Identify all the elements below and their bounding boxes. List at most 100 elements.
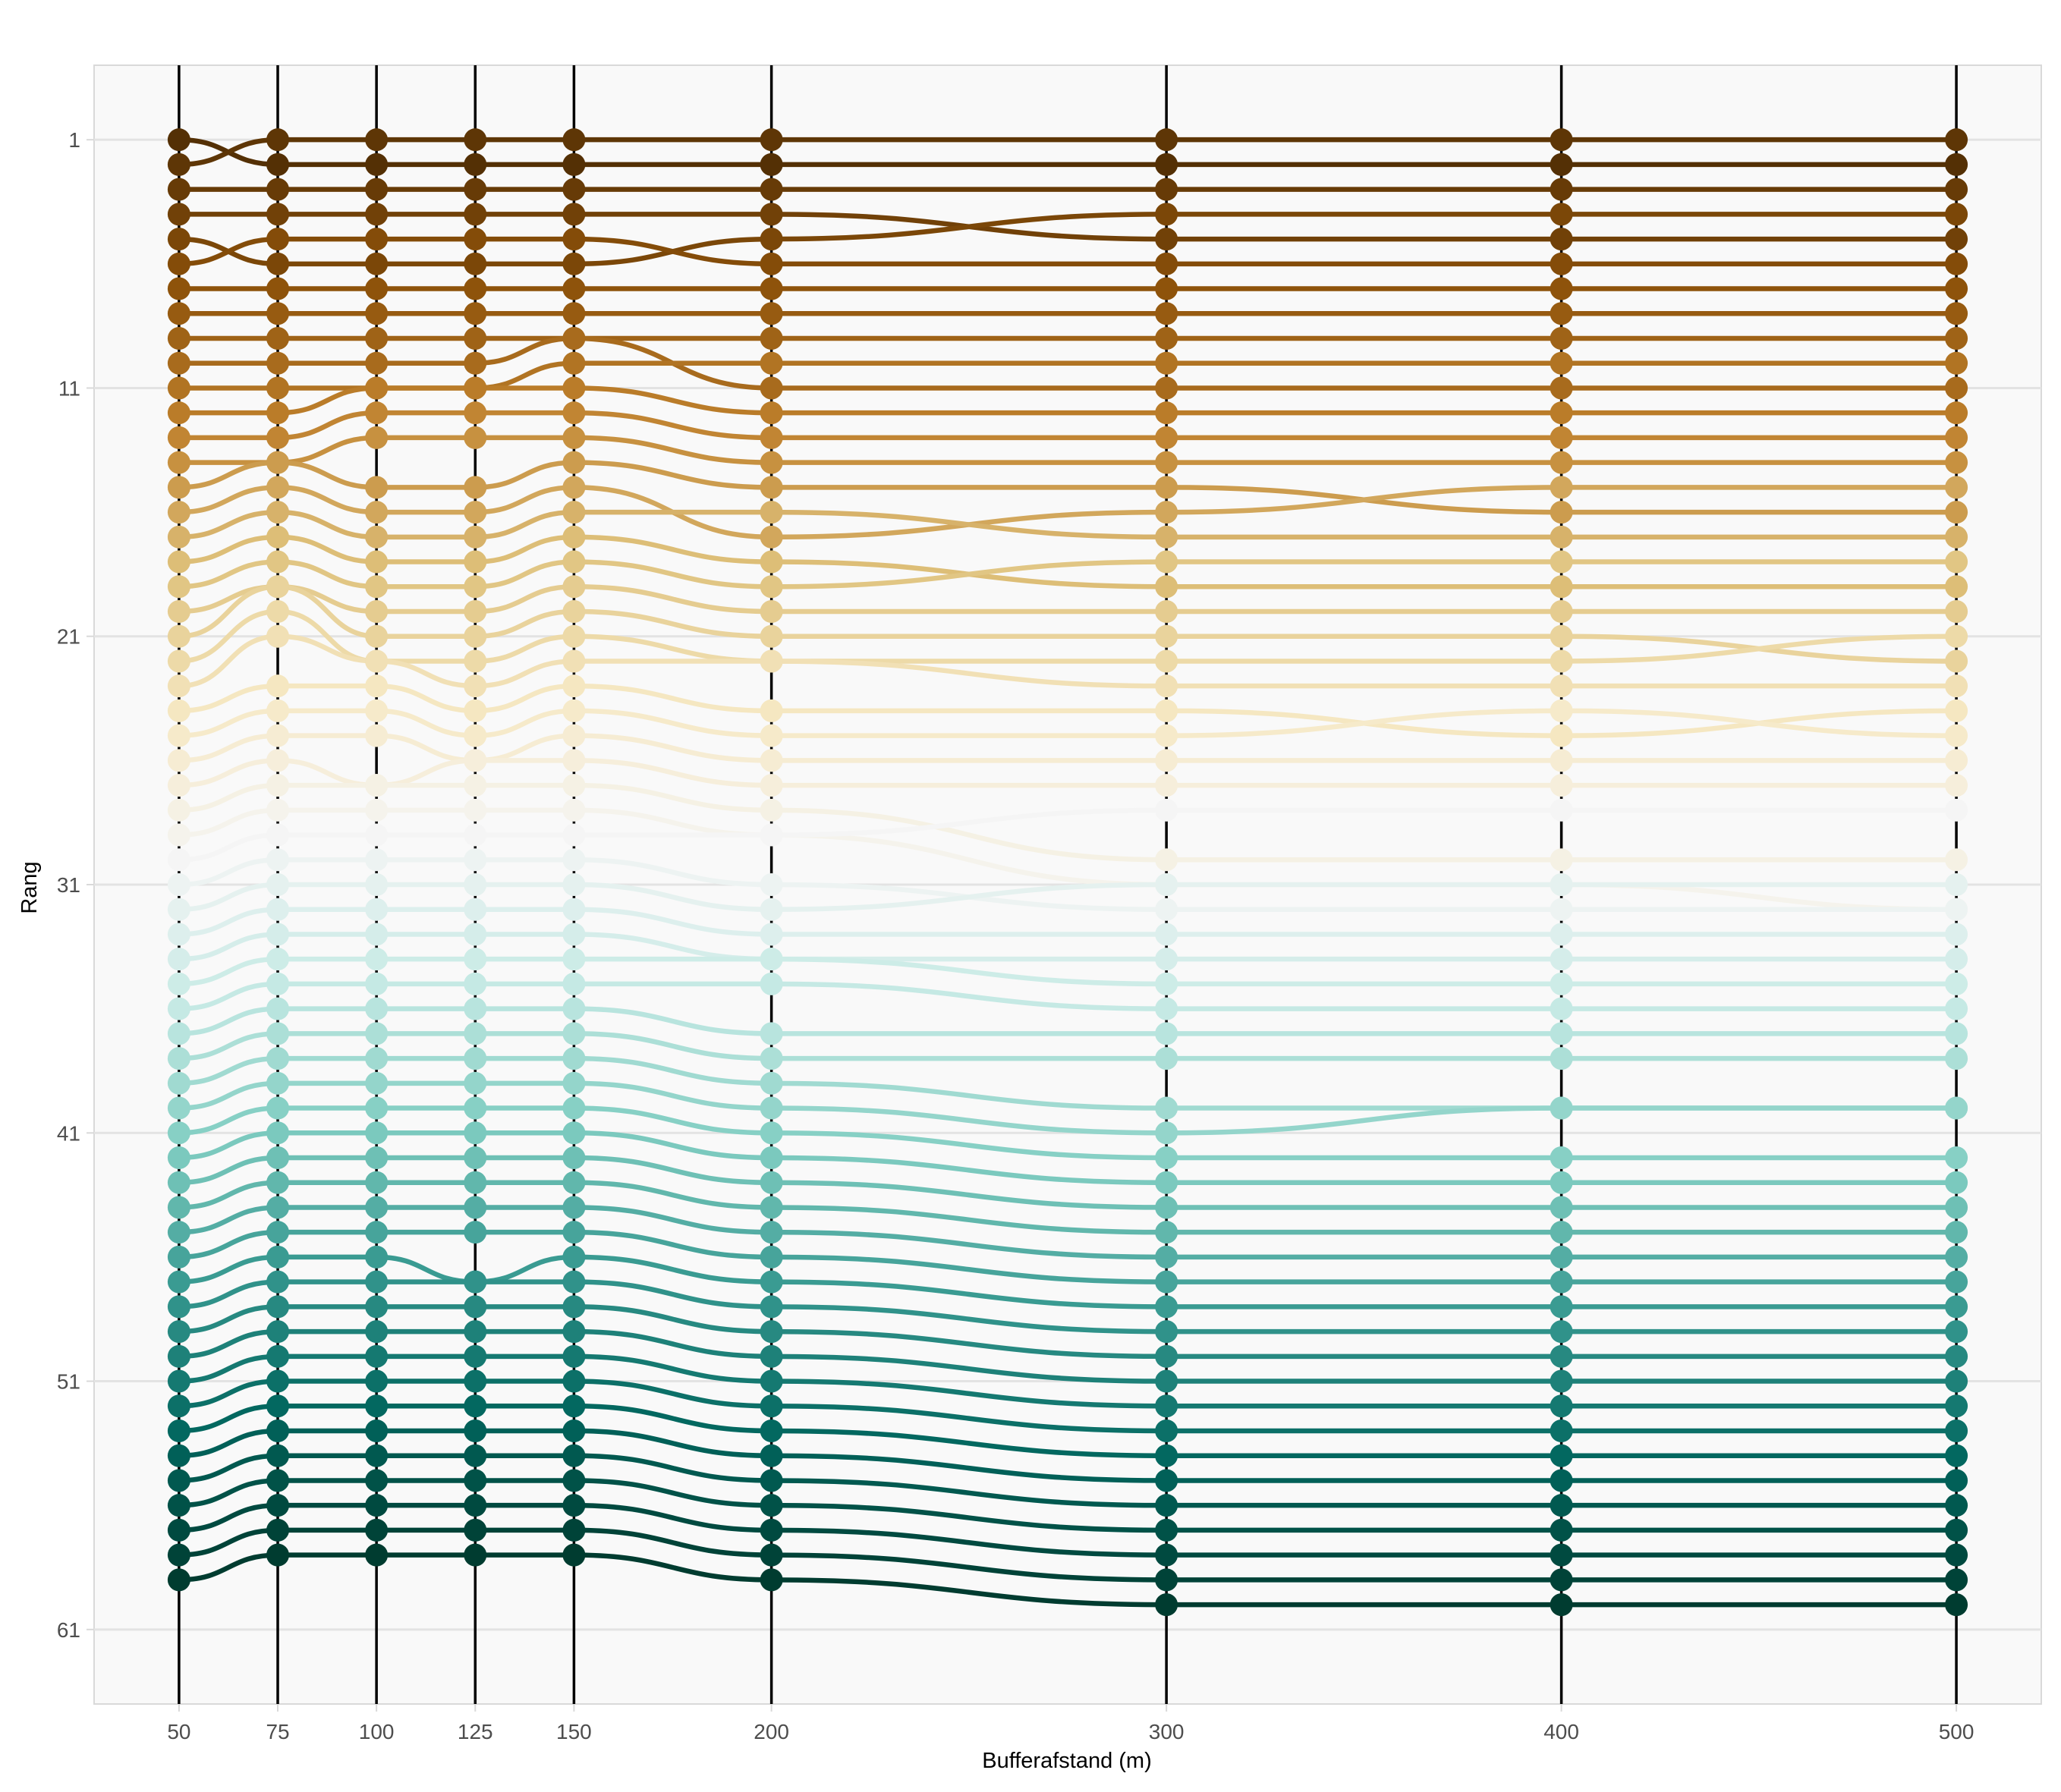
data-point	[167, 178, 190, 201]
data-point	[167, 1096, 190, 1120]
data-point	[266, 1394, 290, 1418]
data-point	[1155, 178, 1178, 201]
data-point	[266, 376, 290, 400]
data-point	[1945, 426, 1968, 449]
data-point	[1945, 376, 1968, 400]
data-point	[1155, 476, 1178, 499]
data-point	[1945, 203, 1968, 226]
data-point	[266, 1320, 290, 1344]
data-point	[1945, 674, 1968, 698]
data-point	[760, 972, 783, 995]
data-point	[1155, 724, 1178, 747]
data-point	[760, 376, 783, 400]
data-point	[1945, 1593, 1968, 1617]
data-point	[760, 203, 783, 226]
data-point	[1155, 798, 1178, 822]
data-point	[266, 823, 290, 847]
x-axis-ticks: 50 75 100 125 150 200 300 400 500	[167, 1704, 1974, 1743]
data-point	[562, 1369, 586, 1393]
data-point	[365, 1096, 389, 1120]
y-tick-label: 31	[57, 873, 80, 897]
data-point	[760, 1121, 783, 1145]
data-point	[1945, 1221, 1968, 1244]
data-point	[167, 1320, 190, 1344]
data-point	[562, 1543, 586, 1567]
data-point	[760, 1419, 783, 1442]
data-point	[266, 1196, 290, 1219]
data-point	[1155, 1568, 1178, 1592]
data-point	[365, 1022, 389, 1045]
data-point	[266, 1245, 290, 1269]
data-point	[1155, 1320, 1178, 1344]
data-point	[760, 1196, 783, 1219]
data-point	[1155, 575, 1178, 599]
data-point	[562, 798, 586, 822]
data-point	[167, 228, 190, 251]
data-point	[266, 1022, 290, 1045]
data-point	[266, 1344, 290, 1368]
data-point	[760, 1022, 783, 1045]
data-point	[266, 1047, 290, 1070]
data-point	[167, 649, 190, 673]
data-point	[266, 674, 290, 698]
data-point	[562, 501, 586, 524]
data-point	[562, 550, 586, 574]
data-point	[365, 923, 389, 946]
data-point	[1945, 327, 1968, 350]
data-point	[1945, 178, 1968, 201]
data-point	[167, 277, 190, 300]
data-point	[760, 1494, 783, 1517]
data-point	[1550, 152, 1573, 176]
data-point	[1550, 699, 1573, 722]
data-point	[167, 1568, 190, 1592]
data-point	[266, 873, 290, 896]
data-point	[266, 327, 290, 350]
data-point	[365, 1121, 389, 1145]
data-point	[266, 1518, 290, 1542]
data-point	[266, 1494, 290, 1517]
data-point	[1945, 699, 1968, 722]
data-point	[365, 1543, 389, 1567]
data-point	[760, 1146, 783, 1169]
data-point	[1550, 1022, 1573, 1045]
data-point	[1550, 302, 1573, 325]
data-point	[1155, 327, 1178, 350]
data-point	[365, 426, 389, 449]
data-point	[1155, 997, 1178, 1020]
data-point	[464, 1146, 487, 1169]
data-point	[464, 1444, 487, 1467]
data-point	[562, 1494, 586, 1517]
data-point	[167, 873, 190, 896]
data-point	[1550, 1469, 1573, 1492]
data-point	[1155, 1344, 1178, 1368]
data-point	[365, 1369, 389, 1393]
data-point	[167, 948, 190, 971]
data-point	[365, 774, 389, 797]
data-point	[365, 823, 389, 847]
data-point	[266, 1295, 290, 1319]
data-point	[167, 401, 190, 425]
data-point	[1550, 228, 1573, 251]
data-point	[1550, 575, 1573, 599]
data-point	[760, 923, 783, 946]
data-point	[1550, 1568, 1573, 1592]
data-point	[1550, 426, 1573, 449]
data-point	[562, 1469, 586, 1492]
data-point	[1945, 972, 1968, 995]
data-point	[464, 699, 487, 722]
data-point	[464, 798, 487, 822]
data-point	[760, 327, 783, 350]
data-point	[365, 674, 389, 698]
data-point	[464, 351, 487, 375]
data-point	[1550, 376, 1573, 400]
data-point	[365, 1146, 389, 1169]
data-point	[1945, 600, 1968, 623]
data-point	[1550, 501, 1573, 524]
data-point	[167, 600, 190, 623]
data-point	[1155, 1022, 1178, 1045]
y-axis-title: Rang	[17, 861, 42, 913]
data-point	[562, 426, 586, 449]
data-point	[464, 302, 487, 325]
data-point	[562, 699, 586, 722]
data-point	[464, 178, 487, 201]
